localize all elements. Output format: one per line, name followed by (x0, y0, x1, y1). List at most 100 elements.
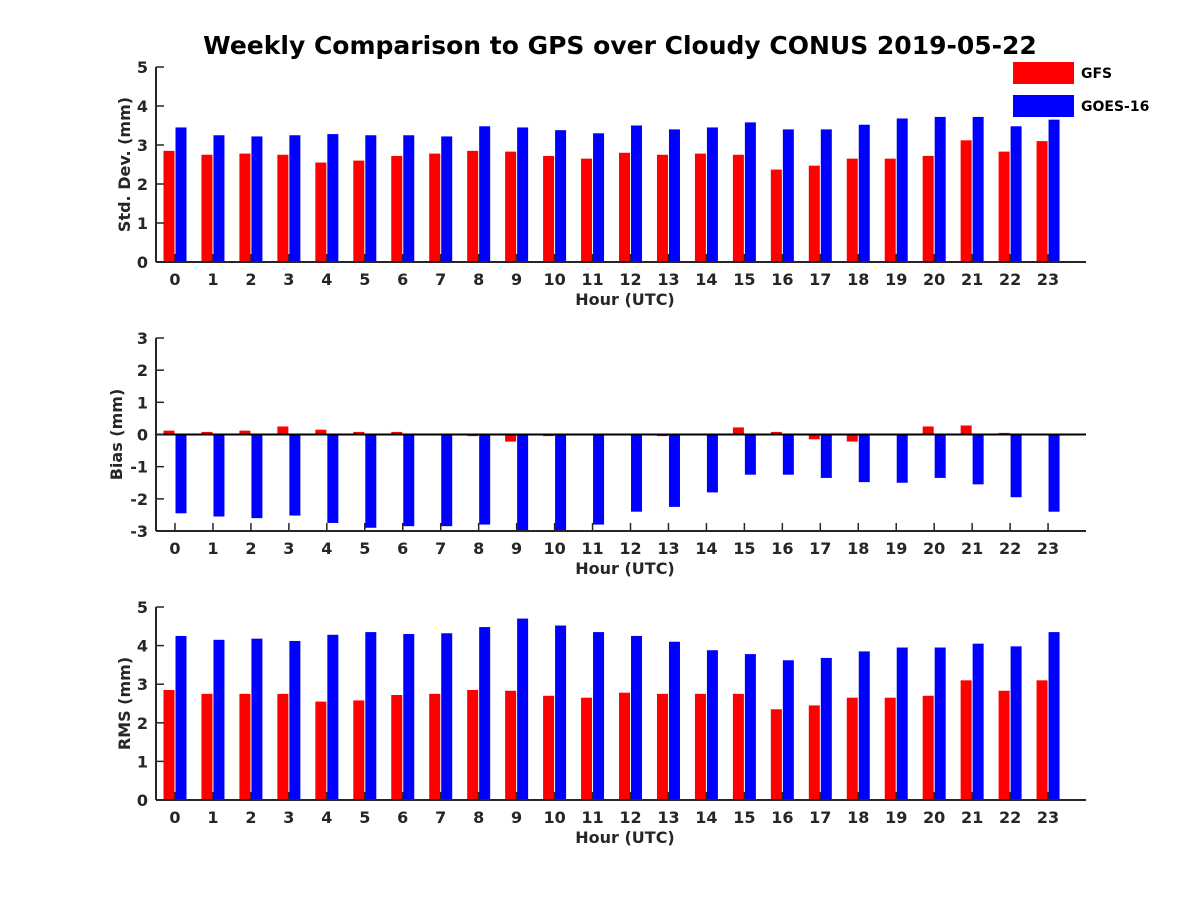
bias-bar-goes16-4 (327, 434, 339, 523)
bias-x-tick-label: 18 (847, 539, 869, 558)
bias-y-tick-label: 0 (137, 426, 148, 445)
rms-bar-goes16-7 (441, 633, 453, 800)
rms-y-tick-label: 2 (137, 714, 148, 733)
stddev-x-tick-label: 1 (207, 270, 218, 289)
stddev-x-tick-label: 23 (1037, 270, 1059, 289)
bias-bar-gfs-5 (353, 431, 365, 435)
stddev-x-tick-label: 17 (809, 270, 831, 289)
rms-bar-goes16-21 (972, 643, 984, 800)
stddev-bar-goes16-5 (365, 135, 377, 262)
stddev-bar-gfs-15 (732, 154, 744, 262)
bias-bar-gfs-3 (277, 426, 289, 435)
bias-x-tick-label: 5 (359, 539, 370, 558)
rms-bar-gfs-11 (581, 697, 593, 800)
rms-y-tick-label: 0 (137, 791, 148, 810)
rms-y-tick-label: 5 (137, 598, 148, 617)
bias-bar-goes16-21 (972, 434, 984, 485)
bias-bar-gfs-1 (201, 431, 213, 435)
rms-bar-gfs-1 (201, 693, 213, 800)
bias-bar-goes16-20 (934, 434, 946, 478)
rms-bar-gfs-7 (429, 693, 441, 800)
rms-bar-goes16-18 (858, 651, 870, 800)
stddev-bar-goes16-9 (517, 127, 529, 262)
rms-y-tick-label: 1 (137, 752, 148, 771)
bias-bar-gfs-15 (732, 427, 744, 435)
rms-y-axis-label: RMS (mm) (115, 657, 134, 750)
rms-bar-gfs-23 (1036, 680, 1048, 800)
bias-x-tick-label: 21 (961, 539, 983, 558)
rms-x-tick-label: 1 (207, 808, 218, 827)
bias-y-tick-label: 3 (137, 329, 148, 348)
stddev-x-tick-label: 22 (999, 270, 1021, 289)
stddev-bar-goes16-18 (858, 124, 870, 262)
bias-bar-goes16-19 (896, 434, 908, 483)
stddev-bar-gfs-14 (694, 153, 706, 262)
stddev-x-tick-label: 4 (321, 270, 332, 289)
stddev-bar-gfs-16 (770, 169, 782, 262)
bias-bar-gfs-18 (846, 434, 858, 442)
bias-bar-gfs-20 (922, 426, 934, 435)
stddev-bar-gfs-5 (353, 160, 365, 262)
rms-x-tick-label: 21 (961, 808, 983, 827)
rms-x-tick-label: 22 (999, 808, 1021, 827)
stddev-bar-goes16-23 (1048, 119, 1060, 263)
bias-y-tick-label: 2 (137, 361, 148, 380)
stddev-bar-gfs-9 (505, 151, 517, 262)
bias-bar-goes16-5 (365, 434, 377, 528)
rms-x-tick-label: 5 (359, 808, 370, 827)
stddev-bar-gfs-13 (656, 154, 668, 262)
bias-x-tick-label: 3 (283, 539, 294, 558)
rms-bar-gfs-13 (656, 693, 668, 800)
bias-bar-goes16-17 (820, 434, 832, 478)
bias-bar-goes16-0 (175, 434, 187, 514)
rms-x-tick-label: 13 (657, 808, 679, 827)
stddev-bar-goes16-13 (668, 129, 680, 262)
rms-bar-gfs-6 (391, 695, 403, 800)
stddev-bar-goes16-0 (175, 127, 187, 262)
stddev-bar-gfs-7 (429, 153, 441, 262)
bias-y-axis-label: Bias (mm) (107, 389, 126, 481)
rms-bar-goes16-2 (251, 638, 263, 800)
rms-bar-goes16-0 (175, 635, 187, 800)
bias-x-tick-label: 14 (695, 539, 717, 558)
rms-x-tick-label: 16 (771, 808, 793, 827)
rms-bar-goes16-13 (668, 641, 680, 800)
rms-bar-goes16-23 (1048, 632, 1060, 800)
bias-bar-goes16-8 (479, 434, 491, 525)
stddev-bar-gfs-17 (808, 165, 820, 262)
rms-bar-goes16-9 (517, 618, 529, 800)
bias-x-tick-label: 17 (809, 539, 831, 558)
stddev-bar-goes16-6 (403, 135, 415, 262)
rms-x-tick-label: 11 (581, 808, 603, 827)
bias-x-tick-label: 4 (321, 539, 332, 558)
rms-x-tick-label: 12 (619, 808, 641, 827)
stddev-y-tick-label: 1 (137, 214, 148, 233)
legend-swatch-goes16 (1013, 95, 1074, 117)
bias-bar-gfs-21 (960, 425, 972, 435)
bias-bar-goes16-13 (668, 434, 680, 507)
bias-x-tick-label: 16 (771, 539, 793, 558)
stddev-bar-goes16-22 (1010, 126, 1022, 262)
rms-bar-gfs-0 (163, 689, 175, 800)
rms-y-tick-label: 3 (137, 675, 148, 694)
legend-label-gfs: GFS (1081, 66, 1112, 82)
stddev-y-tick-label: 5 (137, 58, 148, 77)
stddev-bar-goes16-11 (593, 133, 605, 262)
stddev-bar-goes16-19 (896, 118, 908, 262)
bias-x-tick-label: 11 (581, 539, 603, 558)
stddev-bar-gfs-19 (884, 158, 896, 262)
bias-x-tick-label: 2 (245, 539, 256, 558)
rms-bar-gfs-18 (846, 697, 858, 800)
stddev-x-tick-label: 3 (283, 270, 294, 289)
rms-bar-goes16-12 (631, 635, 643, 800)
rms-x-tick-label: 18 (847, 808, 869, 827)
bias-y-tick-label: -2 (130, 490, 148, 509)
stddev-bar-goes16-16 (782, 129, 794, 262)
bias-x-tick-label: 9 (511, 539, 522, 558)
rms-x-tick-label: 7 (435, 808, 446, 827)
bias-bar-goes16-14 (706, 434, 718, 493)
stddev-bar-gfs-11 (581, 158, 593, 262)
